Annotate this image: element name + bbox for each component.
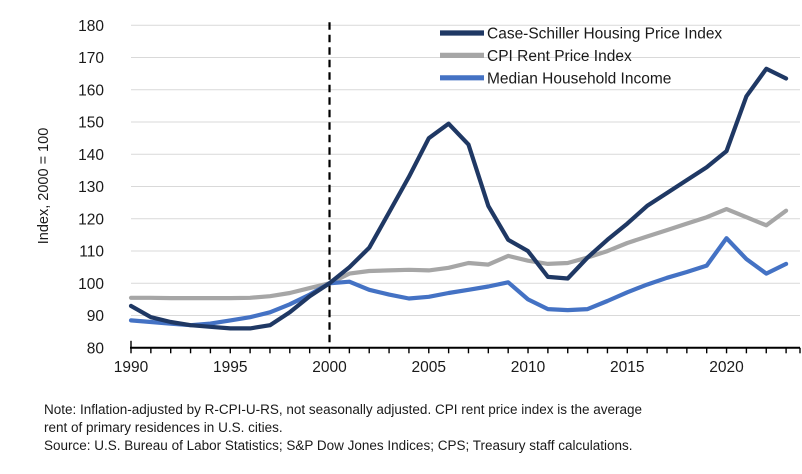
x-tick-label: 2020 — [709, 359, 744, 376]
chart-area: 80 90 100 110 120 130 140 150 160 170 180 1990 1995 2… — [36, 18, 801, 376]
x-axis — [130, 340, 801, 354]
series-line-case-schiller-housing-price-index — [128, 66, 789, 331]
y-tick-label: 100 — [78, 276, 104, 293]
legend-label-2: CPI Rent Price Index — [487, 48, 632, 65]
source-line: Source: U.S. Bureau of Labor Statistics;… — [44, 438, 633, 453]
x-tick-label: 2010 — [511, 359, 546, 376]
series-line-median-household-income — [128, 236, 789, 328]
series-line-cpi-rent-price-index — [128, 207, 789, 301]
y-tick-label: 90 — [87, 308, 105, 325]
legend: Case-Schiller Housing Price Index CPI Ren… — [440, 26, 722, 87]
y-tick-label: 80 — [87, 340, 105, 357]
x-tick-label: 1995 — [213, 359, 247, 376]
x-tick-label: 2000 — [312, 359, 347, 376]
legend-label-1: Case-Schiller Housing Price Index — [487, 26, 722, 43]
x-tick-label: 2005 — [412, 359, 446, 376]
axis-tick-labels: 80 90 100 110 120 130 140 150 160 170 180 1990 1995 2… — [78, 18, 744, 376]
note-line-1: Note: Inflation-adjusted by R-CPI-U-RS, … — [44, 402, 643, 417]
footnote-block: Note: Inflation-adjusted by R-CPI-U-RS, … — [44, 401, 794, 455]
y-tick-label: 170 — [78, 50, 104, 67]
y-tick-label: 120 — [78, 211, 104, 228]
note-line-2: rent of primary residences in U.S. citie… — [44, 420, 283, 435]
y-tick-label: 180 — [78, 18, 104, 35]
y-tick-label: 160 — [78, 82, 104, 99]
x-tick-label: 1990 — [114, 359, 149, 376]
y-tick-label: 150 — [78, 115, 104, 132]
legend-label-3: Median Household Income — [487, 70, 671, 87]
chart-canvas: 80 90 100 110 120 130 140 150 160 170 180 1990 1995 2… — [36, 18, 801, 376]
series-lines — [128, 66, 789, 331]
y-tick-label: 140 — [78, 147, 104, 164]
y-axis-title: Index, 2000 = 100 — [36, 128, 52, 245]
y-tick-label: 110 — [79, 244, 104, 261]
y-tick-label: 130 — [78, 179, 104, 196]
x-tick-label: 2015 — [610, 359, 644, 376]
